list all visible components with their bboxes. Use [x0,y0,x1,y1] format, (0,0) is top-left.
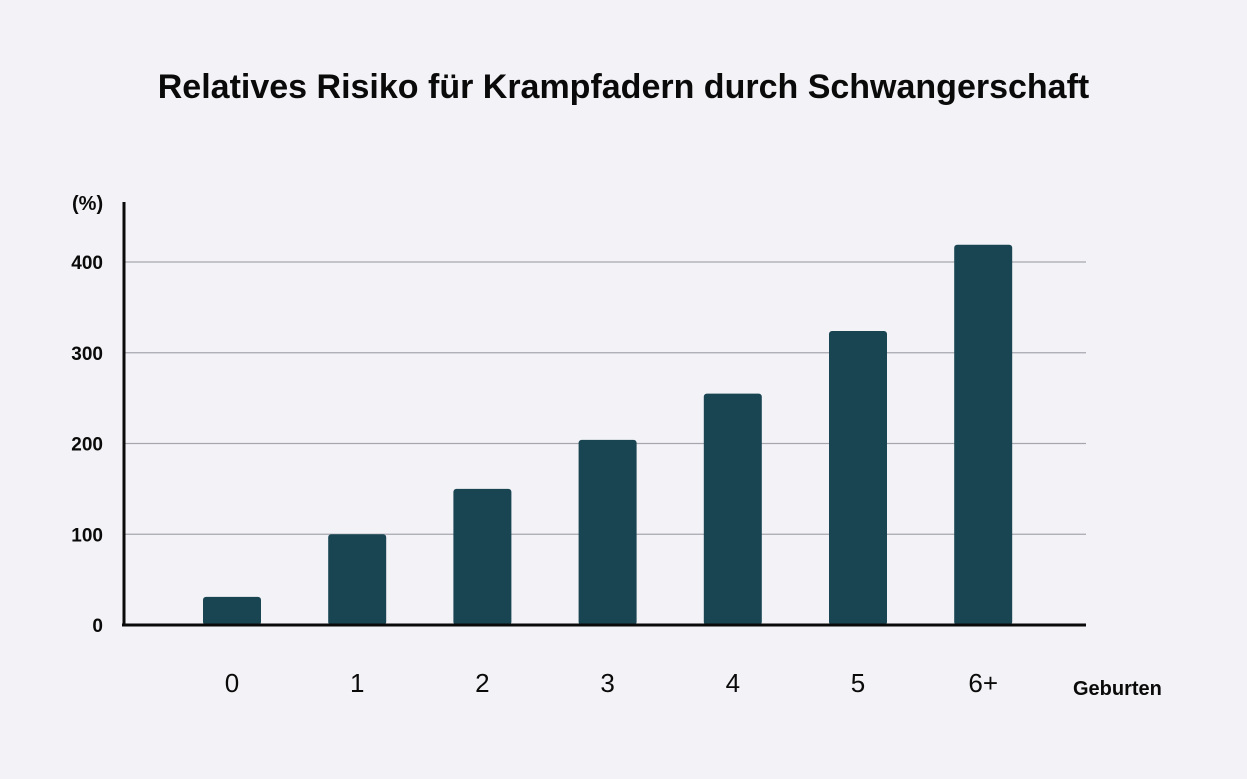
x-tick-labels: 0 1 2 3 4 5 6+ [225,668,998,698]
x-tick-label: 1 [350,668,364,698]
axes [122,202,1086,627]
x-tick-label: 0 [225,668,239,698]
y-tick-labels: 0 100 200 300 400 [71,253,103,637]
y-tick-label: 300 [71,344,103,365]
bar-6plus [954,244,1013,625]
bar-2 [453,488,512,625]
x-tick-label: 4 [726,668,740,698]
y-axis-label: (%) [72,193,103,215]
y-tick-label: 400 [71,253,103,274]
x-tick-label: 3 [600,668,614,698]
chart-title: Relatives Risiko für Krampfadern durch S… [157,68,1090,106]
bar-4 [703,393,762,625]
y-tick-label: 0 [92,616,103,637]
x-tick-label: 6+ [968,668,998,698]
y-tick-label: 200 [71,435,103,456]
bars [203,244,1013,625]
bar-0 [203,596,261,625]
x-axis-label: Geburten [1073,678,1162,700]
x-tick-label: 2 [475,668,489,698]
bar-1 [328,534,387,625]
x-tick-label: 5 [851,668,865,698]
bar-3 [578,439,637,625]
y-tick-label: 100 [71,525,103,546]
bar-5 [829,330,887,625]
